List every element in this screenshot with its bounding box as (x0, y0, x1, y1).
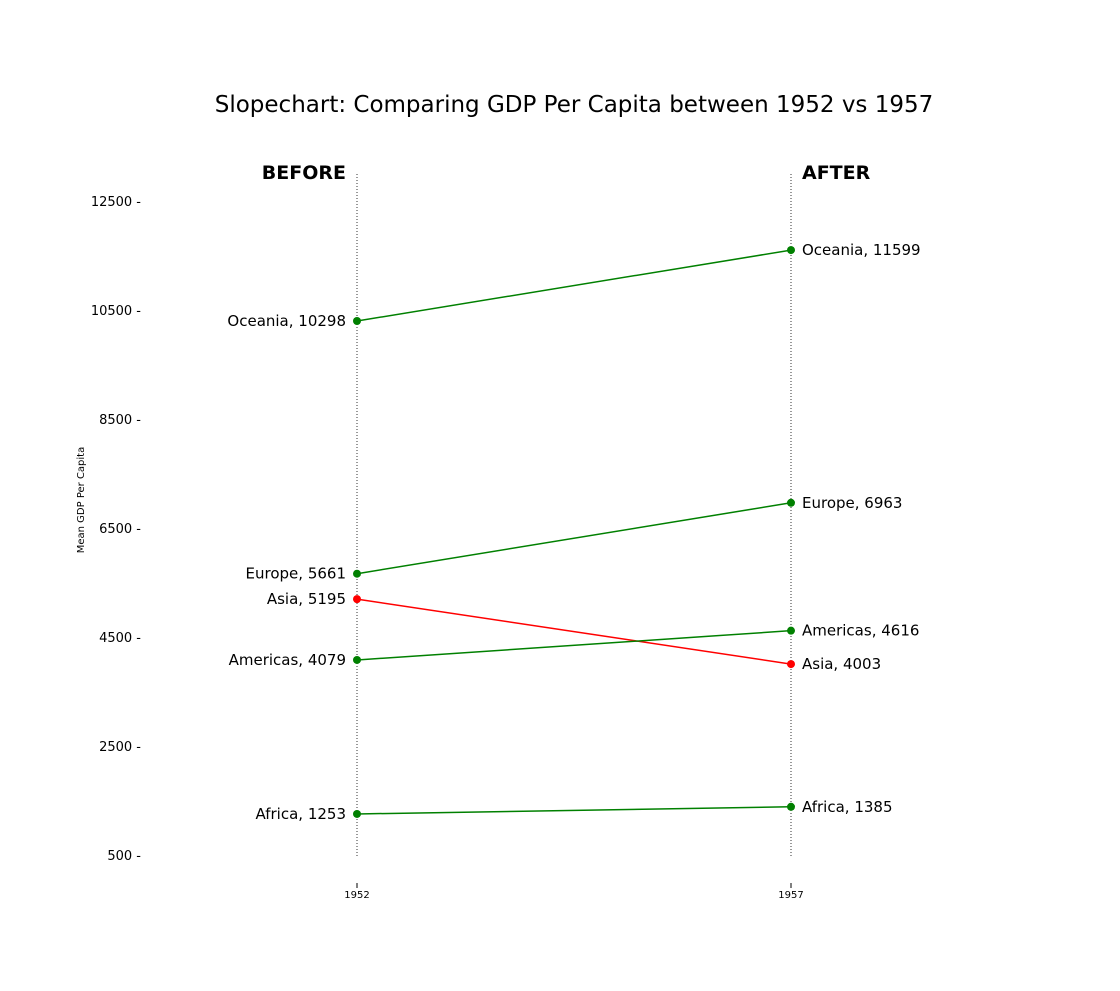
slope-line-africa (356, 806, 792, 815)
point-1952-asia (353, 595, 361, 604)
label-1957-africa: Africa, 1385 (802, 798, 893, 816)
y-tick-label: 2500 - (99, 740, 141, 755)
after-header: AFTER (802, 162, 871, 184)
point-1957-africa (787, 802, 795, 811)
slope-line-americas (356, 629, 792, 661)
chart-title: Slopechart: Comparing GDP Per Capita bet… (215, 92, 934, 118)
slope-line-europe (356, 502, 792, 575)
y-tick-label: 12500 - (91, 195, 141, 210)
label-1957-asia: Asia, 4003 (802, 655, 881, 673)
point-1957-oceania (787, 246, 795, 255)
x-tick-label: 1957 (778, 890, 803, 901)
y-axis-ticks: 500 - 2500 - 4500 - 6500 - 8500 - 10500 - 1250… (91, 195, 141, 864)
point-1952-africa (353, 809, 361, 818)
y-axis-label: Mean GDP Per Capita (76, 447, 87, 553)
x-tick-label: 1952 (344, 890, 369, 901)
point-1957-asia (787, 660, 795, 669)
point-1952-americas (353, 655, 361, 664)
point-1952-europe (353, 569, 361, 578)
label-1957-oceania: Oceania, 11599 (802, 241, 921, 259)
slope-line-oceania (356, 249, 792, 322)
x-axis-ticks: 1952 1957 (344, 883, 804, 901)
series-group: Oceania, 10298 Oceania, 11599 Europe, 5661… (227, 241, 920, 823)
label-1952-asia: Asia, 5195 (267, 590, 346, 608)
point-1957-europe (787, 498, 795, 507)
point-1957-americas (787, 626, 795, 635)
y-tick-label: 6500 - (99, 522, 141, 537)
before-header: BEFORE (262, 162, 346, 184)
label-1952-europe: Europe, 5661 (246, 565, 346, 583)
label-1952-americas: Americas, 4079 (229, 651, 346, 669)
y-tick-label: 8500 - (99, 413, 141, 428)
y-tick-label: 4500 - (99, 631, 141, 646)
label-1952-africa: Africa, 1253 (256, 805, 347, 823)
label-1952-oceania: Oceania, 10298 (227, 312, 346, 330)
guide-lines (356, 174, 792, 856)
y-tick-label: 10500 - (91, 304, 141, 319)
point-1952-oceania (353, 317, 361, 326)
label-1957-europe: Europe, 6963 (802, 494, 902, 512)
slope-line-asia (356, 598, 792, 665)
y-tick-label: 500 - (107, 849, 141, 864)
label-1957-americas: Americas, 4616 (802, 622, 919, 640)
